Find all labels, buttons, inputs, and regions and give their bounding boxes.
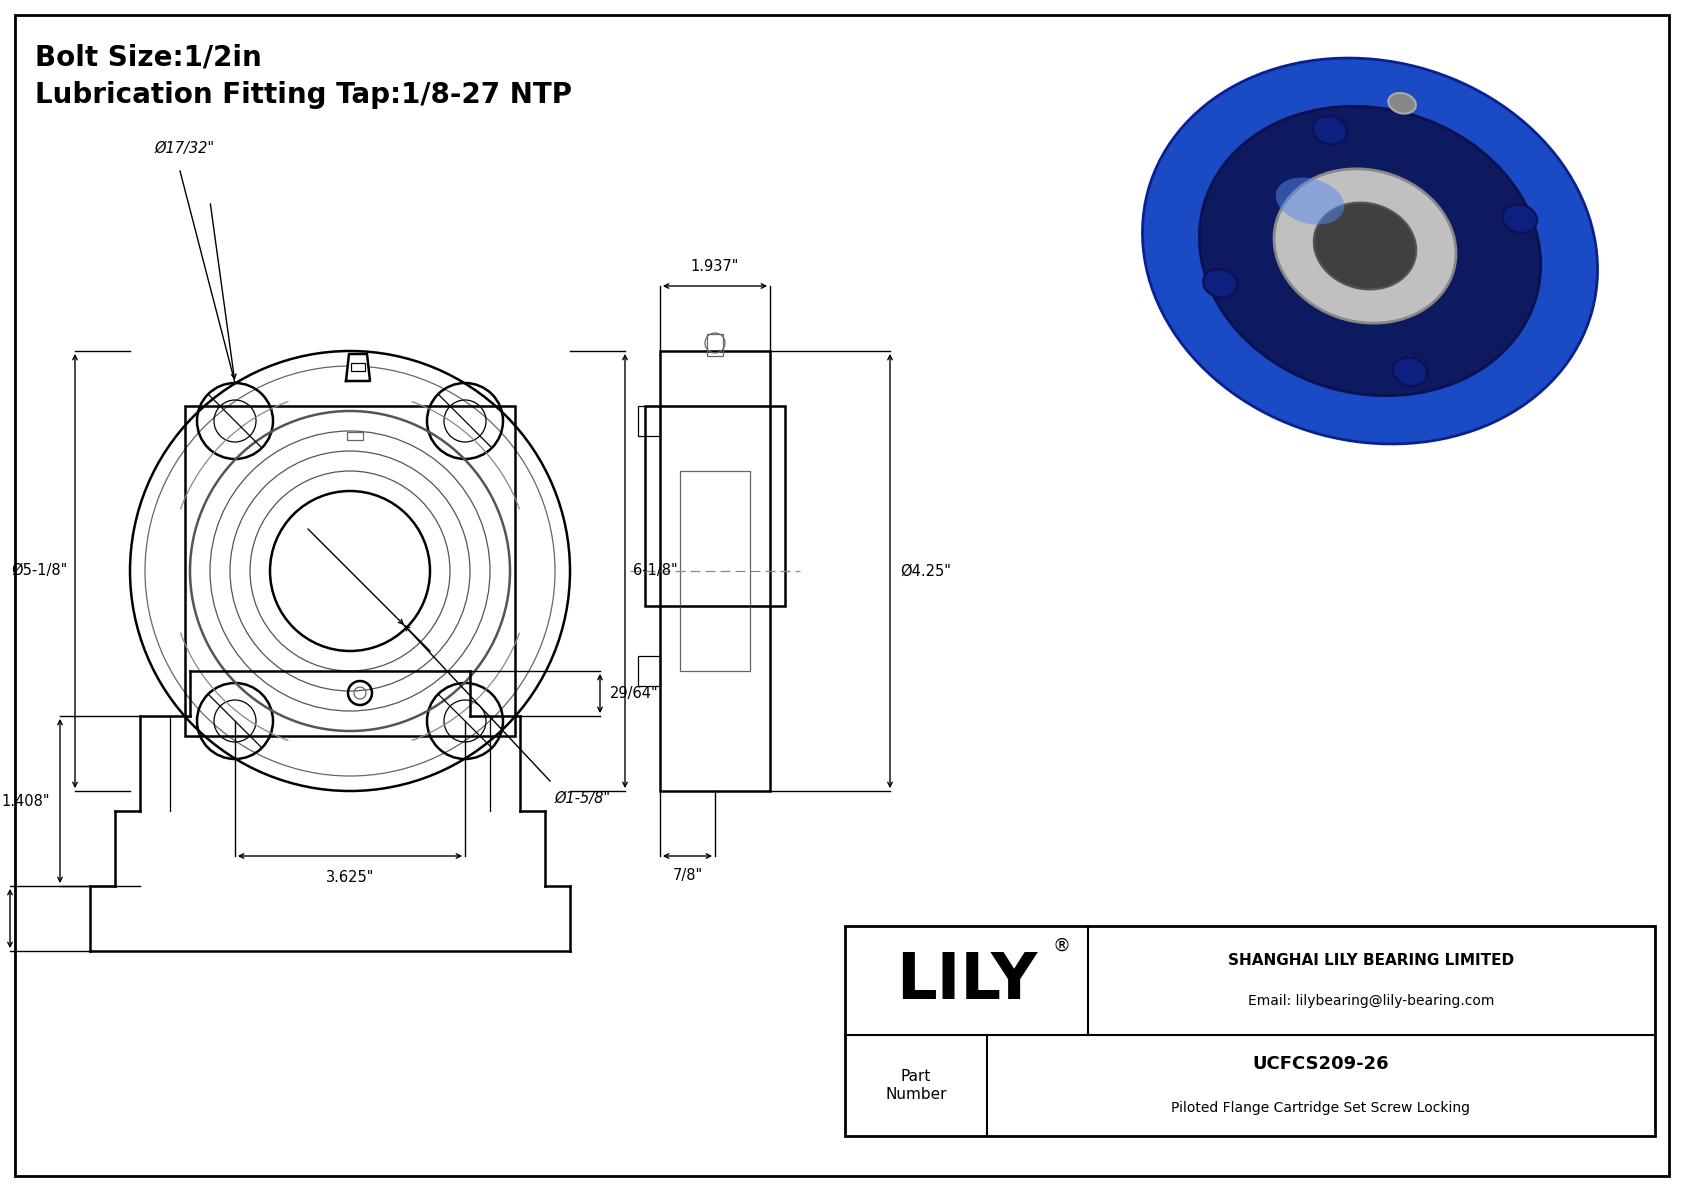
Bar — [845, 925, 1655, 1136]
Text: Ø4.25": Ø4.25" — [899, 563, 951, 579]
Bar — [185, 406, 515, 736]
Bar — [638, 656, 660, 686]
Ellipse shape — [1502, 205, 1537, 233]
Text: 29/64": 29/64" — [610, 686, 658, 701]
Bar — [350, 363, 365, 372]
Text: LILY: LILY — [896, 949, 1037, 1011]
Text: Ø1-5/8": Ø1-5/8" — [556, 791, 611, 806]
Ellipse shape — [1142, 58, 1598, 444]
Ellipse shape — [1388, 93, 1416, 113]
Text: SHANGHAI LILY BEARING LIMITED: SHANGHAI LILY BEARING LIMITED — [1228, 953, 1514, 968]
Ellipse shape — [1314, 202, 1416, 289]
Text: UCFCS209-26: UCFCS209-26 — [1253, 1054, 1389, 1073]
Text: 1.408": 1.408" — [2, 793, 51, 809]
Bar — [680, 470, 749, 671]
Text: ®: ® — [1052, 936, 1071, 955]
Bar — [707, 333, 722, 356]
Text: 3.625": 3.625" — [325, 869, 374, 885]
Text: Email: lilybearing@lily-bearing.com: Email: lilybearing@lily-bearing.com — [1248, 993, 1495, 1008]
Text: Piloted Flange Cartridge Set Screw Locking: Piloted Flange Cartridge Set Screw Locki… — [1172, 1100, 1470, 1115]
Polygon shape — [345, 354, 370, 381]
Text: 6-1/8": 6-1/8" — [633, 563, 677, 579]
Text: Bolt Size:1/2in: Bolt Size:1/2in — [35, 43, 261, 71]
Bar — [645, 406, 785, 606]
Ellipse shape — [1275, 169, 1457, 323]
Text: Ø17/32": Ø17/32" — [155, 141, 216, 156]
Text: 7/8": 7/8" — [672, 868, 702, 883]
Ellipse shape — [1312, 116, 1347, 144]
Text: 1.937": 1.937" — [690, 258, 739, 274]
Text: Part
Number: Part Number — [886, 1070, 946, 1102]
Ellipse shape — [1276, 177, 1344, 225]
Text: Lubrication Fitting Tap:1/8-27 NTP: Lubrication Fitting Tap:1/8-27 NTP — [35, 81, 573, 110]
Bar — [660, 351, 770, 791]
Text: Ø5-1/8": Ø5-1/8" — [10, 563, 67, 579]
Ellipse shape — [1202, 269, 1238, 298]
Ellipse shape — [1393, 357, 1428, 386]
Bar — [638, 406, 660, 436]
Ellipse shape — [1199, 106, 1541, 395]
Bar — [347, 432, 364, 439]
